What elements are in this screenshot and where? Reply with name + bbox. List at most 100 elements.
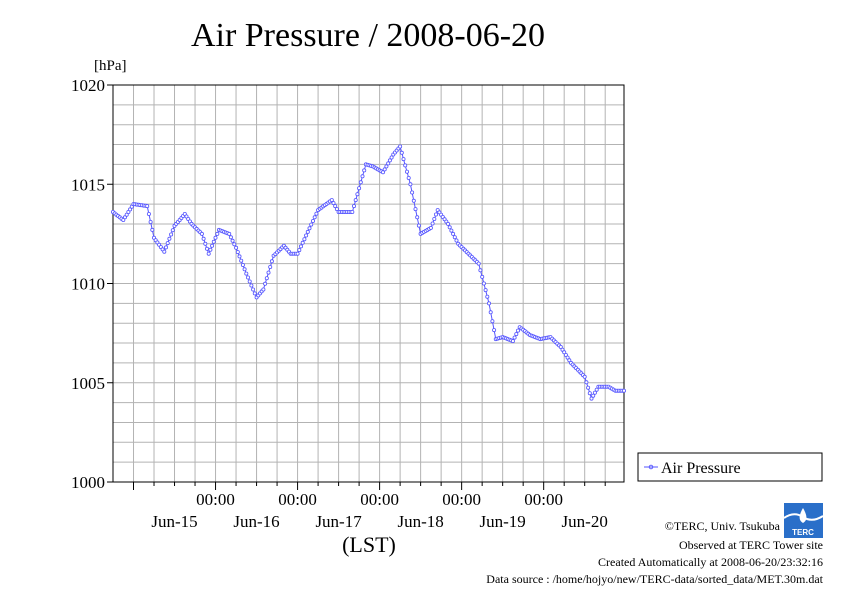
air-pressure-point xyxy=(312,215,317,220)
air-pressure-point xyxy=(622,388,627,393)
y-tick-label: 1020 xyxy=(71,76,105,95)
air-pressure-point xyxy=(298,244,303,249)
air-pressure-point xyxy=(562,350,567,355)
x-time-label: 00:00 xyxy=(196,490,235,509)
legend-box xyxy=(637,452,823,482)
air-pressure-point xyxy=(488,310,493,315)
air-pressure-point xyxy=(486,301,491,306)
air-pressure-point xyxy=(589,396,594,401)
y-tick-label: 1000 xyxy=(71,473,105,492)
air-pressure-point xyxy=(416,223,421,228)
x-time-label: 00:00 xyxy=(278,490,317,509)
x-time-label: 00:00 xyxy=(442,490,481,509)
y-unit-label: [hPa] xyxy=(94,58,127,74)
air-pressure-point xyxy=(240,262,245,267)
x-axis-label: (LST) xyxy=(342,532,396,557)
air-pressure-point xyxy=(302,237,307,242)
air-pressure-point xyxy=(351,204,356,209)
air-pressure-point xyxy=(210,243,215,248)
air-pressure-point xyxy=(310,218,315,223)
air-pressure-point xyxy=(410,190,415,195)
air-pressure-point xyxy=(587,391,592,396)
air-pressure-point xyxy=(449,228,454,233)
credit-created: Created Automatically at 2008-06-20/23:3… xyxy=(598,555,823,569)
air-pressure-point xyxy=(380,170,385,175)
x-day-label: Jun-20 xyxy=(562,512,608,531)
air-pressure-point xyxy=(398,144,403,149)
air-pressure-point xyxy=(251,287,256,292)
series-points-group xyxy=(111,144,627,401)
air-pressure-point xyxy=(208,247,213,252)
air-pressure-point xyxy=(430,221,435,226)
air-pressure-point xyxy=(476,261,481,266)
air-pressure-point xyxy=(452,235,457,240)
air-pressure-point xyxy=(451,231,456,236)
air-pressure-point xyxy=(387,158,392,163)
air-pressure-point xyxy=(360,174,365,179)
air-pressure-point xyxy=(169,232,174,237)
air-pressure-point xyxy=(358,180,363,185)
y-tick-labels: 1000 1005 1010 1015 1020 xyxy=(71,76,105,492)
air-pressure-point xyxy=(124,212,129,217)
air-pressure-point xyxy=(510,339,515,344)
air-pressure-point xyxy=(201,236,206,241)
air-pressure-point xyxy=(350,209,355,214)
axes xyxy=(107,84,625,490)
air-pressure-point xyxy=(300,240,305,245)
legend-label: Air Pressure xyxy=(661,460,741,477)
credit-observed: Observed at TERC Tower site xyxy=(679,538,823,552)
air-pressure-point xyxy=(411,198,416,203)
air-pressure-point xyxy=(230,238,235,243)
legend-point-marker xyxy=(648,464,654,470)
air-pressure-point xyxy=(415,215,420,220)
air-pressure-point xyxy=(331,201,336,206)
air-pressure-point xyxy=(454,238,459,243)
y-tick-label: 1010 xyxy=(71,275,105,294)
air-pressure-point xyxy=(204,246,209,251)
air-pressure-point xyxy=(582,374,587,379)
air-pressure-point xyxy=(512,335,517,340)
air-pressure-point xyxy=(403,163,408,168)
air-pressure-point xyxy=(304,233,309,238)
legend: Air Pressure xyxy=(637,452,823,482)
air-pressure-point xyxy=(413,207,418,212)
chart-title: Air Pressure / 2008-06-20 xyxy=(191,17,545,54)
air-pressure-point xyxy=(355,192,360,197)
air-pressure-point xyxy=(480,274,485,279)
air-pressure-point xyxy=(478,268,483,273)
air-pressure-point xyxy=(228,235,233,240)
air-pressure-point xyxy=(334,207,339,212)
air-pressure-point xyxy=(146,211,151,216)
air-pressure-point xyxy=(295,251,300,256)
air-pressure-point xyxy=(165,241,170,246)
air-pressure-point xyxy=(206,251,211,256)
air-pressure-point xyxy=(242,267,247,272)
air-pressure-point xyxy=(232,242,237,247)
air-pressure-point xyxy=(170,228,175,233)
air-pressure-point xyxy=(353,198,358,203)
air-pressure-point xyxy=(481,281,486,286)
air-pressure-point xyxy=(362,168,367,173)
air-pressure-point xyxy=(211,239,216,244)
x-time-label: 00:00 xyxy=(524,490,563,509)
credit-source: Data source : /home/hojyo/new/TERC-data/… xyxy=(486,572,823,586)
x-day-label: Jun-15 xyxy=(151,512,197,531)
air-pressure-point xyxy=(404,169,409,174)
air-pressure-point xyxy=(594,387,599,392)
credits: ©TERC, Univ. Tsukuba Observed at TERC To… xyxy=(486,519,823,586)
air-pressure-point xyxy=(432,216,437,221)
air-pressure-point xyxy=(399,150,404,155)
air-pressure-point xyxy=(162,249,167,254)
x-day-label: Jun-19 xyxy=(480,512,526,531)
air-pressure-point xyxy=(485,294,490,299)
air-pressure-point xyxy=(433,212,438,217)
air-pressure-point xyxy=(333,204,338,209)
air-pressure-point xyxy=(305,229,310,234)
air-pressure-point xyxy=(592,390,597,395)
air-pressure-point xyxy=(401,157,406,162)
air-pressure-point xyxy=(203,241,208,246)
air-pressure-point xyxy=(235,250,240,255)
air-pressure-point xyxy=(263,281,268,286)
air-pressure-point xyxy=(406,175,411,180)
x-day-label: Jun-17 xyxy=(315,512,362,531)
